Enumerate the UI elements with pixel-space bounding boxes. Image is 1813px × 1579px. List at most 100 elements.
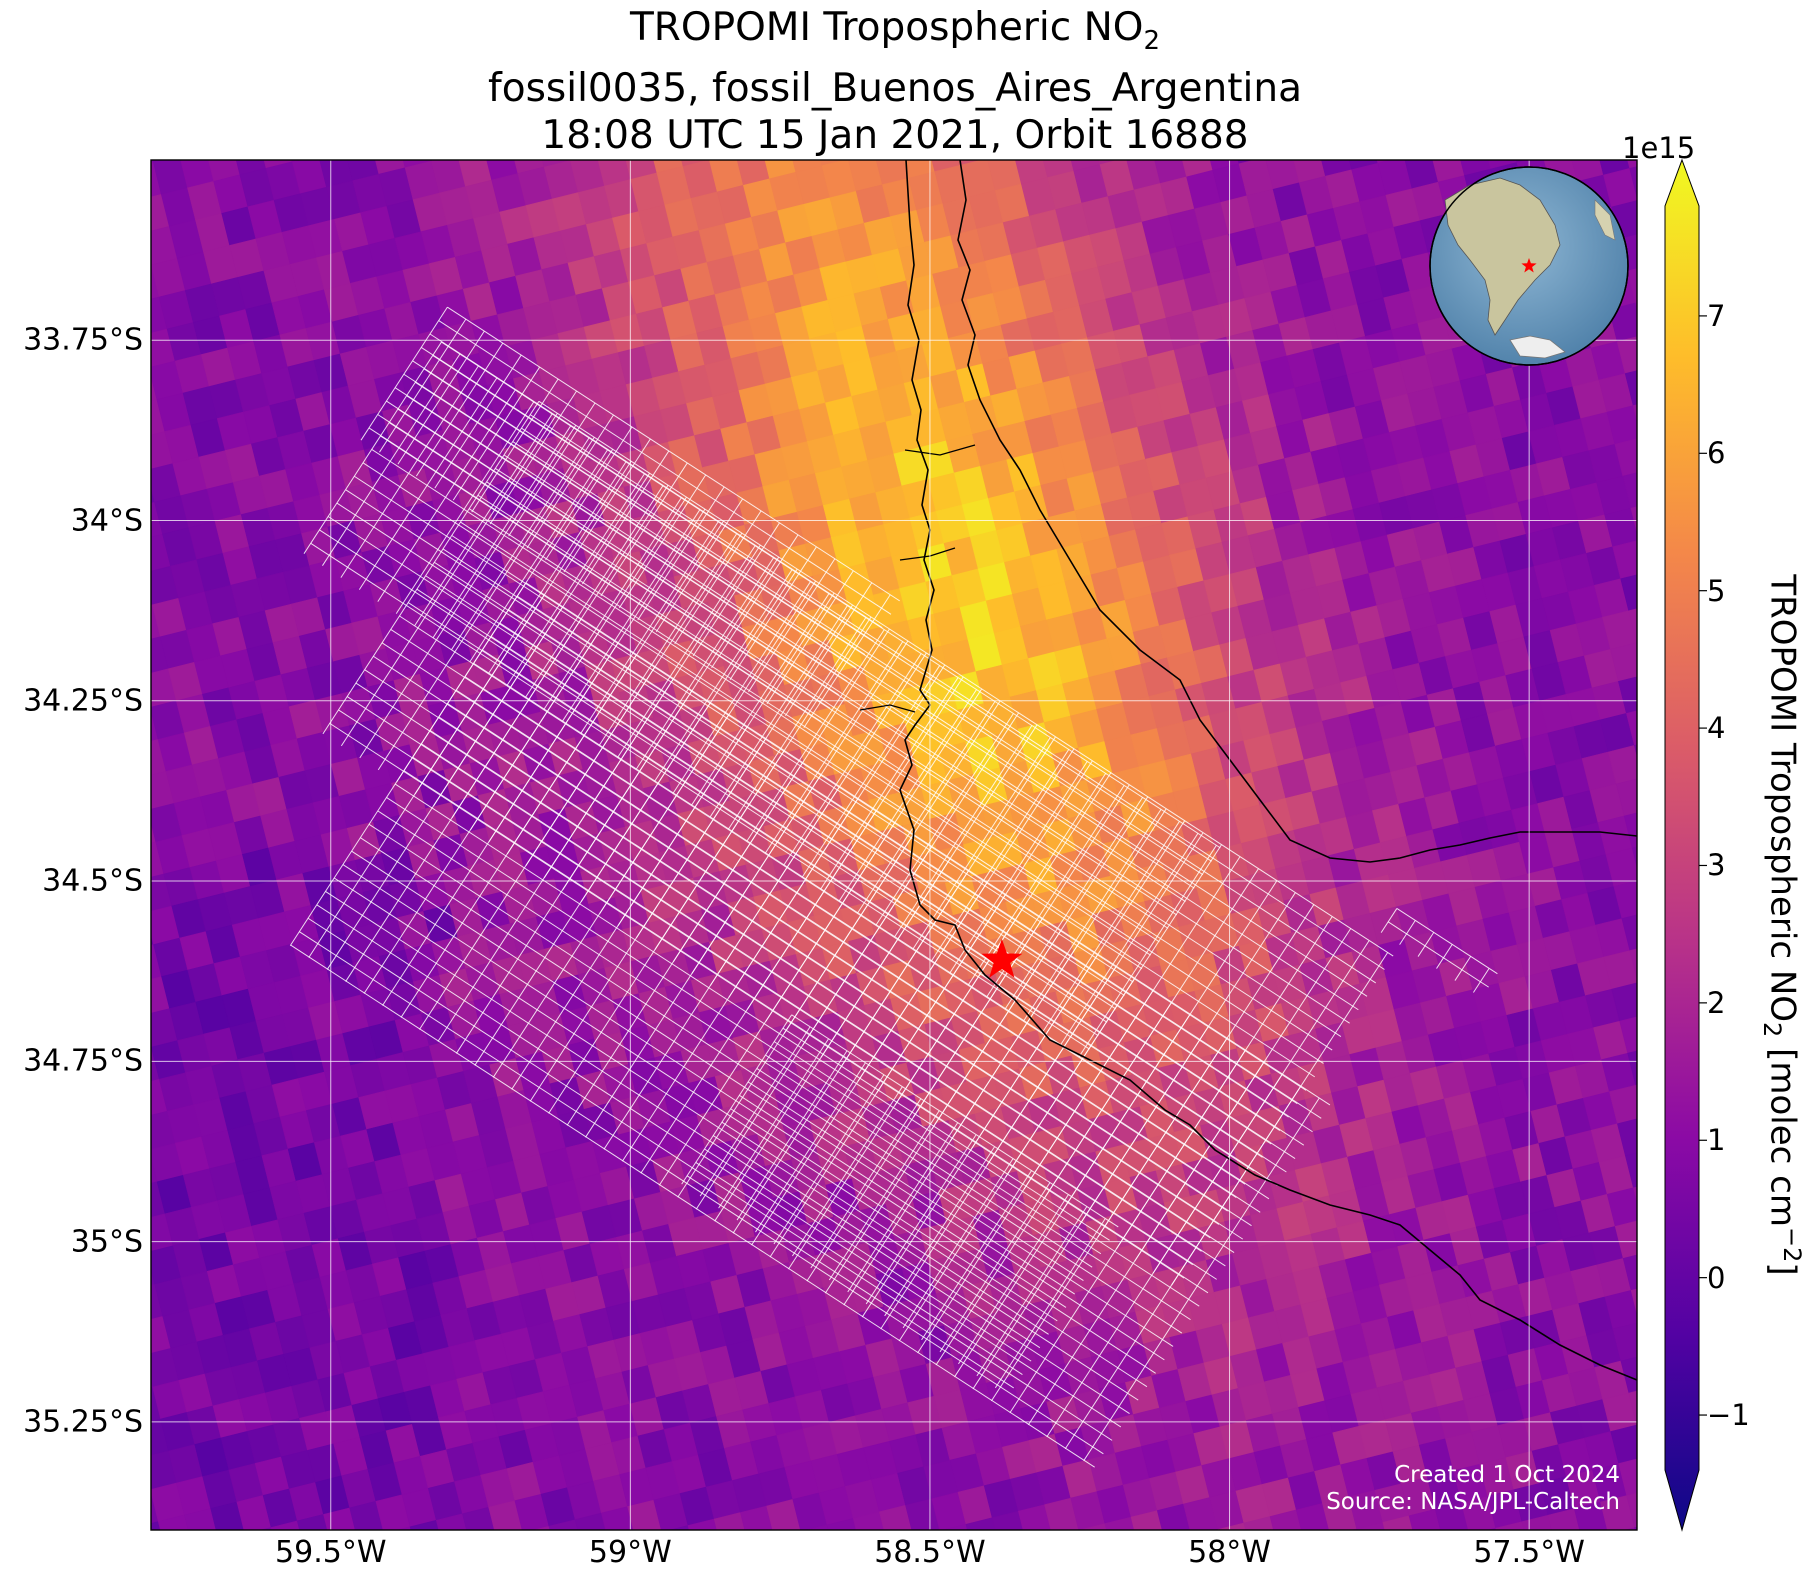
no2-ground-pixel [96,817,130,856]
no2-ground-pixel [1515,160,1529,163]
no2-ground-pixel [720,83,754,122]
no2-ground-pixel [111,98,145,136]
no2-ground-pixel [1547,1508,1580,1530]
no2-ground-pixel [1627,1050,1637,1086]
no2-ground-pixel [1614,1220,1637,1259]
no2-ground-pixel [415,91,449,130]
no2-ground-pixel [115,1118,149,1157]
lat-tick-label: 34°S [70,503,143,539]
no2-ground-pixel [86,445,120,484]
no2-ground-pixel [1590,1566,1624,1579]
no2-ground-pixel [303,85,337,124]
no2-ground-pixel [971,88,1005,127]
lon-tick-label: 58°W [1188,1535,1271,1570]
no2-ground-pixel [1257,119,1291,158]
no2-ground-pixel [81,1092,115,1131]
no2-ground-pixel [88,1567,122,1579]
no2-ground-pixel [1561,111,1595,150]
no2-ground-pixel [997,82,1031,121]
no2-ground-pixel [78,413,112,452]
no2-ground-pixel [151,1521,161,1530]
no2-ground-pixel [462,1506,495,1530]
title-line-1: TROPOMI Tropospheric NO2 [629,5,1161,56]
no2-ground-pixel [137,92,171,131]
no2-ground-pixel [85,105,119,143]
no2-ground-pixel [151,263,152,266]
no2-ground-pixel [667,96,701,135]
no2-ground-pixel [164,85,198,124]
source-credit: Source: NASA/JPL-Caltech [1326,1489,1620,1515]
no2-ground-pixel [106,746,140,785]
colorbar [1664,158,1707,1532]
no2-ground-pixel [84,547,118,586]
no2-ground-pixel [151,160,154,164]
no2-ground-pixel [775,1531,809,1570]
no2-ground-pixel [852,1511,885,1530]
no2-ground-pixel [110,1323,144,1362]
no2-ground-pixel [1582,1534,1616,1573]
no2-ground-pixel [1098,160,1120,165]
no2-ground-pixel [114,1560,148,1579]
no2-ground-pixel [1635,302,1637,311]
no2-ground-pixel [172,117,206,156]
colorbar-label: TROPOMI Tropospheric NO2 [molec cm−2] [1757,574,1807,1276]
no2-ground-pixel [1058,100,1092,139]
no2-ground-pixel [152,160,165,163]
no2-ground-pixel [92,1362,126,1401]
no2-ground-pixel [296,1514,328,1530]
no2-ground-pixel [866,114,900,153]
no2-ground-pixel [859,82,893,121]
no2-ground-pixel [1237,160,1256,165]
no2-ground-pixel [1661,1515,1695,1554]
no2-ground-pixel [1136,81,1170,120]
colorbar-tick-label: 2 [1707,985,1726,1020]
no2-ground-pixel [323,1507,356,1530]
no2-ground-pixel [1603,168,1637,208]
target-swath [360,306,900,729]
no2-ground-pixel [1113,1549,1147,1579]
no2-ground-pixel [1606,405,1637,445]
no2-ground-pixel [1501,92,1535,131]
no2-ground-pixel [1269,1509,1302,1530]
no2-ground-pixel [1295,1503,1330,1530]
no2-ground-pixel [101,169,135,208]
no2-ground-pixel [1283,112,1317,151]
no2-ground-pixel [756,1570,790,1579]
no2-ground-pixel [1616,336,1637,374]
no2-ground-pixel [1044,1497,1079,1530]
lat-tick-label: 35°S [70,1224,143,1260]
no2-ground-pixel [1362,93,1396,132]
no2-ground-pixel [259,1527,273,1530]
no2-ground-pixel [617,1571,651,1579]
no2-ground-pixel [418,1552,452,1579]
no2-ground-pixel [1144,113,1178,152]
no2-ground-pixel [109,201,143,240]
no2-ground-pixel [879,1504,913,1530]
no2-ground-pixel [151,932,154,946]
lon-tick-label: 58.5°W [874,1535,986,1570]
no2-ground-pixel [1417,1541,1451,1579]
no2-ground-pixel [1243,1516,1274,1530]
map-gridlines [151,160,1637,1530]
no2-ground-pixel [531,1558,565,1579]
no2-ground-pixel [1032,107,1066,146]
no2-ground-pixel [805,1524,829,1530]
no2-ground-pixel [1618,676,1637,714]
no2-ground-pixel [1223,93,1257,132]
no2-ground-pixel [1619,1016,1637,1054]
no2-ground-pixel [1356,1521,1386,1530]
title-line-2: fossil0035, fossil_Buenos_Aires_Argentin… [488,65,1302,111]
no2-ground-pixel [1617,1118,1637,1157]
no2-ground-pixel [905,1498,940,1530]
colorbar-tick-label: 6 [1707,436,1726,471]
no2-ground-pixel [97,1156,131,1195]
no2-ground-pixel [497,1533,531,1572]
no2-ground-pixel [1624,370,1637,406]
no2-ground-pixel [1643,1553,1677,1579]
no2-ground-pixel [157,1514,189,1530]
no2-ground-pixel [102,1291,136,1330]
lat-tick-label: 34.75°S [23,1043,143,1079]
no2-ground-pixel [337,110,371,149]
no2-ground-pixel [1628,1390,1637,1426]
no2-ground-pixel [1612,540,1637,580]
